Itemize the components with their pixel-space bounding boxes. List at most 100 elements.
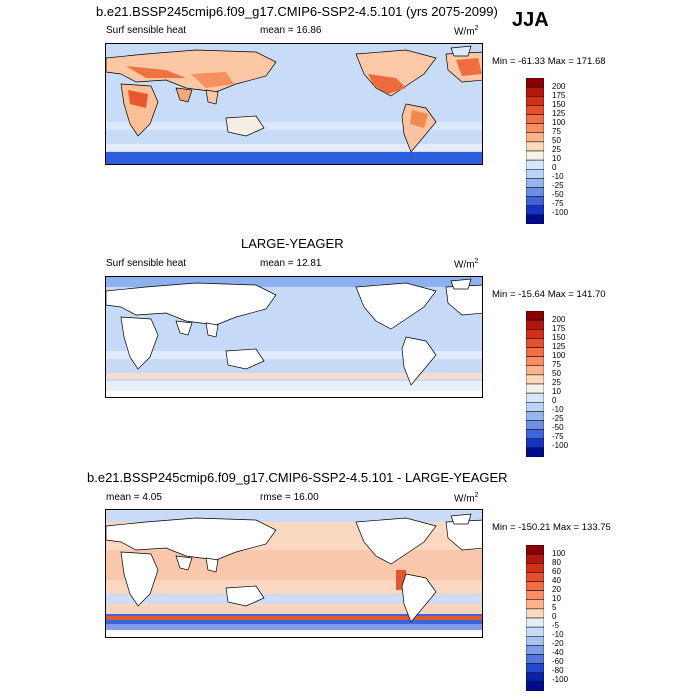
panel-2-tick-10: 10 (552, 387, 561, 396)
panel-3-title: b.e21.BSSP245cmip6.f09_g17.CMIP6-SSP2-4.… (87, 470, 508, 485)
colorbar-swatch (526, 599, 544, 610)
panel-1-tick-m10: -10 (552, 172, 564, 181)
panel-3-unit: W/m2 (454, 492, 479, 505)
colorbar-swatch (526, 681, 544, 691)
colorbar-swatch (526, 123, 544, 133)
panel-3-tick-20: 20 (552, 585, 561, 594)
colorbar-swatch (526, 608, 544, 619)
colorbar-swatch (526, 159, 544, 170)
season-label: JJA (512, 9, 549, 31)
colorbar-swatch (526, 150, 544, 161)
panel-1-tick-m25: -25 (552, 181, 564, 190)
colorbar-swatch (526, 187, 544, 197)
colorbar-swatch (526, 141, 544, 152)
panel-1-tick-50: 50 (552, 136, 561, 145)
panel-2-tick-m50: -50 (552, 423, 564, 432)
panel-3-tick-m20: -20 (552, 639, 564, 648)
panel-1-mean: mean = 16.86 (260, 25, 322, 36)
colorbar-swatch (526, 563, 544, 573)
colorbar-swatch (526, 590, 544, 600)
panel-2-tick-m100: -100 (552, 441, 569, 450)
colorbar-swatch (526, 392, 544, 403)
panel-2-tick-175: 175 (552, 324, 566, 333)
panel-1-tick-25: 25 (552, 145, 561, 154)
colorbar-swatch (526, 132, 544, 143)
panel-2-map-svg (106, 277, 482, 397)
colorbar-swatch (526, 672, 544, 683)
colorbar-swatch (526, 572, 544, 582)
colorbar-swatch (526, 420, 544, 430)
panel-3-tick-m10: -10 (552, 630, 564, 639)
colorbar-swatch (526, 196, 544, 206)
colorbar-swatch (526, 402, 544, 412)
panel-3-mean: mean = 4.05 (106, 492, 162, 503)
panel-2-tick-50: 50 (552, 369, 561, 378)
panel-3-rmse: rmse = 16.00 (260, 492, 319, 503)
colorbar-swatch (526, 365, 544, 376)
panel-3-tick-m60: -60 (552, 657, 564, 666)
panel-1-tick-m50: -50 (552, 190, 564, 199)
colorbar-swatch (526, 96, 544, 106)
panel-3-tick-m40: -40 (552, 648, 564, 657)
colorbar-swatch (526, 356, 544, 366)
colorbar-swatch (526, 169, 544, 179)
colorbar-swatch (526, 383, 544, 394)
panel-2-tick-m25: -25 (552, 414, 564, 423)
panel-2-tick-100: 100 (552, 351, 566, 360)
panel-3-minmax: Min = -150.21 Max = 133.75 (492, 522, 611, 533)
panel-1-tick-175: 175 (552, 91, 566, 100)
panel-2-colorbar (526, 311, 544, 457)
panel-3-colorbar (526, 545, 544, 691)
panel-2-mean: mean = 12.81 (260, 258, 322, 269)
colorbar-swatch (526, 86, 544, 97)
colorbar-swatch (526, 545, 544, 555)
panel-2-map (105, 276, 483, 398)
colorbar-swatch (526, 429, 544, 439)
panel-1-minmax: Min = -61.33 Max = 171.68 (492, 56, 606, 67)
colorbar-swatch (526, 105, 544, 115)
panel-2-tick-m10: -10 (552, 405, 564, 414)
colorbar-swatch (526, 553, 544, 564)
panel-3-tick-10: 10 (552, 594, 561, 603)
panel-2-tick-25: 25 (552, 378, 561, 387)
panel-1-map (105, 43, 483, 165)
colorbar-swatch (526, 636, 544, 646)
panel-3-map-svg (106, 510, 482, 637)
colorbar-swatch (526, 626, 544, 637)
panel-1-tick-75: 75 (552, 127, 561, 136)
panel-1-unit: W/m2 (454, 25, 479, 38)
panel-1-tick-m75: -75 (552, 199, 564, 208)
colorbar-swatch (526, 581, 544, 591)
panel-2-tick-m75: -75 (552, 432, 564, 441)
panel-1-colorbar (526, 78, 544, 224)
panel-2-tick-200: 200 (552, 315, 566, 324)
colorbar-swatch (526, 617, 544, 628)
colorbar-swatch (526, 663, 544, 673)
panel-3-tick-0: 0 (552, 612, 557, 621)
panel-3-tick-100: 100 (552, 549, 566, 558)
panel-2-minmax: Min = -15.64 Max = 141.70 (492, 289, 606, 300)
colorbar-swatch (526, 205, 544, 216)
panel-2-variable: Surf sensible heat (106, 258, 187, 269)
panel-1-tick-10: 10 (552, 154, 561, 163)
panel-2-tick-150: 150 (552, 333, 566, 342)
panel-1-tick-0: 0 (552, 163, 557, 172)
colorbar-swatch (526, 654, 544, 664)
panel-3-tick-m80: -80 (552, 666, 564, 675)
colorbar-swatch (526, 338, 544, 348)
panel-3-tick-m100: -100 (552, 675, 569, 684)
panel-1-tick-100: 100 (552, 118, 566, 127)
colorbar-swatch (526, 438, 544, 449)
panel-1-tick-125: 125 (552, 109, 566, 118)
panel-2-tick-0: 0 (552, 396, 557, 405)
panel-2-unit: W/m2 (454, 258, 479, 271)
panel-1-tick-200: 200 (552, 82, 566, 91)
panel-3-tick-80: 80 (552, 558, 561, 567)
panel-2-tick-125: 125 (552, 342, 566, 351)
panel-1-tick-m100: -100 (552, 208, 569, 217)
colorbar-swatch (526, 78, 544, 88)
panel-1-map-svg (106, 44, 482, 164)
colorbar-swatch (526, 214, 544, 224)
colorbar-swatch (526, 319, 544, 330)
panel-1-tick-150: 150 (552, 100, 566, 109)
